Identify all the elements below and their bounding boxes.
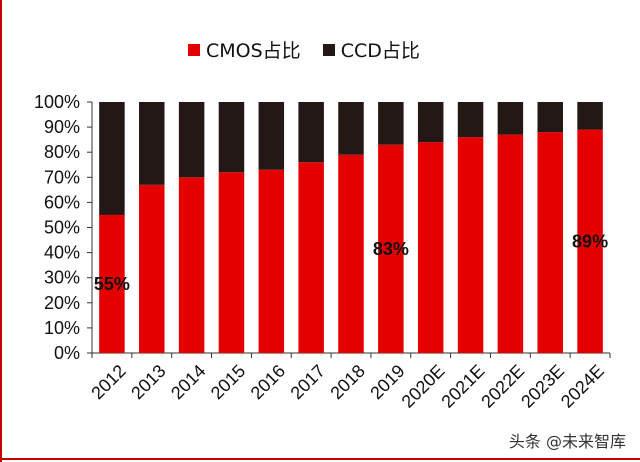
y-tick-label: 100% bbox=[34, 92, 80, 112]
watermark-text: 头条 @未来智库 bbox=[508, 432, 626, 451]
x-tick-label: 2022E bbox=[477, 361, 528, 412]
y-tick-label: 20% bbox=[44, 293, 80, 313]
bar-cmos bbox=[537, 132, 563, 353]
bar-cmos bbox=[139, 184, 165, 353]
legend-item-cmos: CMOS占比 bbox=[188, 36, 301, 63]
x-tick-label: 2015 bbox=[207, 361, 249, 403]
left-accent-rule bbox=[0, 0, 2, 462]
bar-cmos bbox=[99, 214, 125, 353]
bar-cmos bbox=[497, 134, 524, 353]
bar-ccd bbox=[178, 102, 205, 178]
bar-cmos bbox=[218, 172, 245, 353]
bar-ccd bbox=[417, 102, 444, 143]
y-tick-label: 40% bbox=[44, 243, 80, 263]
y-tick-label: 90% bbox=[44, 117, 80, 137]
bar-cmos bbox=[378, 144, 404, 353]
x-tick-label: 2023E bbox=[517, 361, 568, 412]
bar-ccd bbox=[378, 102, 404, 145]
bar-cmos bbox=[338, 154, 364, 353]
bar-ccd bbox=[99, 102, 125, 215]
legend-label-cmos: CMOS占比 bbox=[206, 40, 301, 62]
y-tick-label: 30% bbox=[44, 268, 80, 288]
bar-cmos bbox=[178, 177, 205, 353]
bar-ccd bbox=[218, 102, 245, 173]
x-tick-label: 2024E bbox=[557, 361, 608, 412]
bar-ccd bbox=[497, 102, 524, 135]
bar-ccd bbox=[457, 102, 484, 138]
bar-cmos bbox=[577, 129, 603, 353]
legend-swatch-cmos bbox=[188, 43, 200, 56]
legend-swatch-ccd bbox=[322, 43, 335, 56]
x-tick-label: 2018 bbox=[326, 361, 368, 403]
x-tick-label: 2021E bbox=[437, 361, 488, 412]
bar-cmos bbox=[258, 169, 285, 353]
bar-ccd bbox=[139, 102, 165, 185]
bar-ccd bbox=[338, 102, 364, 155]
y-tick-label: 70% bbox=[44, 167, 80, 187]
data-label: 55% bbox=[94, 274, 130, 294]
bar-cmos bbox=[417, 142, 444, 353]
bar-ccd bbox=[577, 102, 603, 130]
x-tick-label: 2014 bbox=[167, 361, 209, 403]
bar-cmos bbox=[298, 162, 324, 353]
x-tick-label: 2020E bbox=[398, 361, 449, 412]
y-tick-label: 60% bbox=[44, 192, 80, 212]
legend-label-ccd: CCD占比 bbox=[340, 40, 420, 62]
data-label: 89% bbox=[572, 231, 608, 251]
x-tick-label: 2016 bbox=[247, 361, 289, 403]
y-tick-label: 10% bbox=[44, 318, 80, 338]
data-label: 83% bbox=[373, 239, 409, 259]
y-tick-label: 50% bbox=[44, 218, 80, 238]
bar-ccd bbox=[298, 102, 324, 163]
x-tick-label: 2012 bbox=[87, 361, 129, 403]
chart-legend: CMOS占比 CCD占比 bbox=[188, 36, 442, 63]
y-tick-label: 80% bbox=[44, 142, 80, 162]
x-tick-label: 2013 bbox=[127, 361, 169, 403]
y-tick-label: 0% bbox=[54, 343, 80, 363]
bar-ccd bbox=[258, 102, 285, 170]
x-tick-label: 2017 bbox=[287, 361, 329, 403]
bottom-accent-rule bbox=[0, 458, 640, 460]
bar-cmos bbox=[457, 137, 484, 353]
bar-ccd bbox=[537, 102, 563, 133]
legend-item-ccd: CCD占比 bbox=[322, 36, 420, 63]
